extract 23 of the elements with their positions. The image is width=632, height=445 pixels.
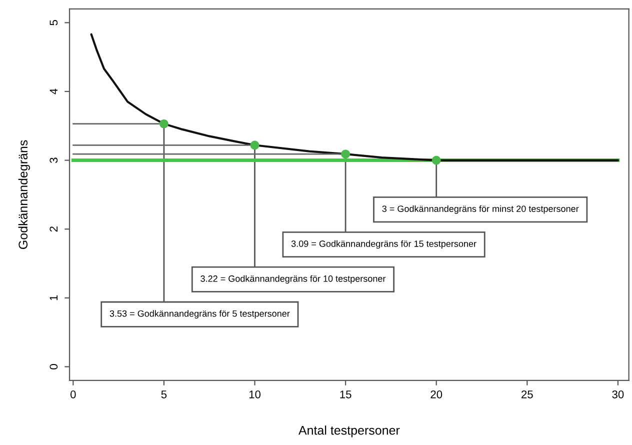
x-tick-label: 0 [70,390,76,398]
y-tick-label: 5 [50,20,58,26]
y-tick-label: 0 [50,364,58,370]
point [159,119,168,128]
point [250,140,260,150]
annotation: 3.53 = Godkännandegräns för 5 testpersoner [110,310,290,319]
x-tick-label: 5 [161,390,167,398]
point [432,156,441,165]
annotation: 3.09 = Godkännandegräns för 15 testpersoner [291,240,476,249]
y-tick-label: 4 [50,88,58,94]
y-tick-label: 2 [50,226,58,232]
x-tick-label: 10 [249,390,260,398]
x-tick-label: 15 [340,390,352,398]
x-axis-title: Antal testpersoner [298,426,400,438]
x-tick-label: 25 [522,390,533,398]
y-tick-label: 1 [50,295,58,300]
y-axis-title: Godkännandegräns [18,140,30,249]
annotation: 3.22 = Godkännandegräns för 10 testpersoner [200,275,386,284]
x-tick-label: 20 [430,390,442,398]
x-tick-label: 30 [612,390,624,398]
y-tick-label: 3 [50,158,58,163]
annotation: 3 = Godkännandegräns för minst 20 testpersoner [382,205,579,214]
point [341,150,350,159]
